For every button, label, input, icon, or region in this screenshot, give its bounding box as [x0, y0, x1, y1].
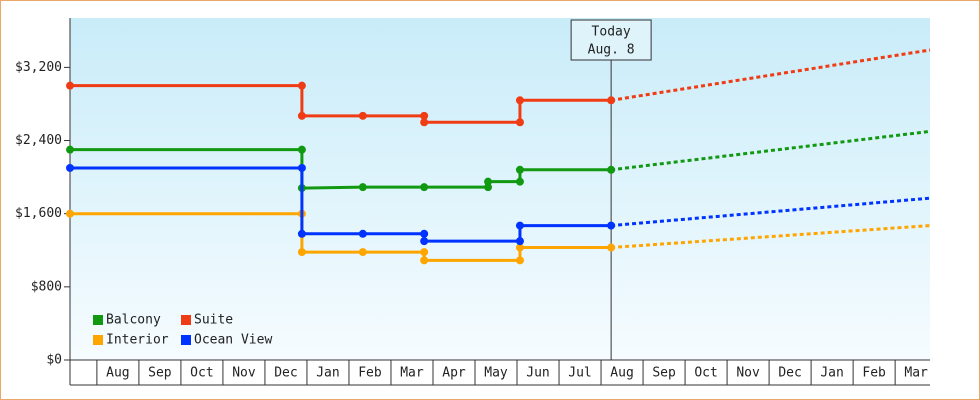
data-point	[484, 177, 493, 186]
x-tick-label: Apr	[442, 366, 466, 381]
data-point	[515, 256, 524, 265]
data-point	[66, 209, 74, 218]
data-point	[66, 145, 74, 154]
data-point	[358, 229, 367, 238]
plot-area	[70, 18, 930, 360]
forecast-line	[610, 48, 931, 102]
legend-swatch	[93, 335, 103, 345]
data-point	[515, 165, 524, 174]
data-point	[607, 221, 616, 230]
data-point	[358, 111, 367, 120]
data-point	[66, 163, 74, 172]
data-point	[297, 163, 306, 172]
data-point	[515, 96, 524, 105]
x-tick-label: Mar	[400, 366, 424, 381]
data-point	[607, 243, 616, 252]
legend-swatch	[181, 335, 191, 345]
data-point	[515, 237, 524, 246]
data-point	[358, 248, 367, 257]
y-tick-label: $1,600	[15, 206, 62, 221]
data-point	[297, 111, 306, 120]
x-tick-label: Nov	[232, 366, 256, 381]
data-point	[420, 237, 429, 246]
legend-label: Suite	[194, 313, 233, 328]
data-point	[297, 229, 306, 238]
legend-swatch	[93, 315, 103, 325]
y-tick-label: $800	[31, 279, 62, 294]
today-label: Aug. 8	[588, 43, 635, 58]
data-point	[420, 183, 429, 192]
data-point	[358, 183, 367, 192]
data-point	[297, 81, 306, 90]
x-tick-label: Oct	[190, 366, 213, 381]
y-tick-label: $3,200	[15, 60, 62, 75]
x-tick-label: Oct	[694, 366, 717, 381]
x-tick-label: May	[484, 366, 508, 381]
x-tick-label: Dec	[778, 366, 801, 381]
x-tick-label: Dec	[274, 366, 297, 381]
legend-swatch	[181, 315, 191, 325]
x-tick-label: Aug	[106, 366, 129, 381]
x-tick-label: Jan	[820, 366, 843, 381]
x-tick-label: Nov	[736, 366, 760, 381]
x-tick-label: Feb	[358, 366, 382, 381]
x-tick-label: Jan	[316, 366, 339, 381]
x-tick-label: Sep	[652, 366, 676, 381]
data-point	[66, 81, 74, 90]
x-tick-label: Aug	[610, 366, 633, 381]
data-point	[515, 118, 524, 127]
y-tick-label: $0	[46, 353, 62, 368]
data-point	[515, 177, 524, 186]
data-point	[607, 96, 616, 105]
y-tick-label: $2,400	[15, 133, 62, 148]
forecast-line	[610, 129, 931, 172]
data-point	[297, 145, 306, 154]
x-tick-label: Sep	[148, 366, 172, 381]
x-tick-label: Feb	[862, 366, 886, 381]
data-point	[607, 165, 616, 174]
forecast-line	[610, 196, 931, 228]
data-point	[420, 111, 429, 120]
forecast-line	[611, 224, 931, 250]
today-box	[570, 19, 652, 61]
data-point	[515, 243, 524, 252]
data-point	[420, 229, 429, 238]
legend-label: Balcony	[106, 313, 161, 328]
data-point	[420, 248, 429, 257]
data-point	[420, 256, 429, 265]
data-point	[420, 118, 429, 127]
legend-label: Interior	[106, 333, 169, 348]
x-tick-label: Jun	[526, 366, 549, 381]
today-label: Today	[592, 25, 631, 40]
x-tick-label: Mar	[904, 366, 928, 381]
data-point	[297, 248, 306, 257]
data-point	[484, 183, 493, 192]
legend-label: Ocean View	[194, 333, 272, 348]
data-point	[515, 221, 524, 230]
x-tick-label: Jul	[568, 366, 591, 381]
